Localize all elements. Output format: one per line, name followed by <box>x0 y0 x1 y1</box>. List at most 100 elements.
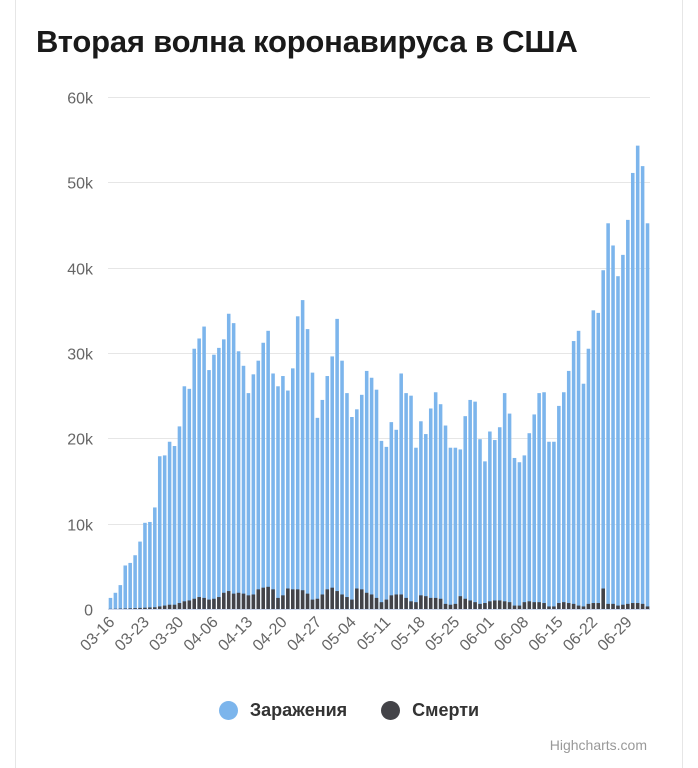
bar-infections[interactable] <box>419 421 423 609</box>
bar-deaths[interactable] <box>300 590 305 609</box>
bar-deaths[interactable] <box>212 598 216 609</box>
bar-infections[interactable] <box>177 426 182 609</box>
bar-infections[interactable] <box>340 360 344 609</box>
bar-infections[interactable] <box>157 456 162 609</box>
bar-infections[interactable] <box>626 219 630 609</box>
bar-deaths[interactable] <box>596 603 601 609</box>
bar-deaths[interactable] <box>621 604 625 609</box>
bar-infections[interactable] <box>621 254 625 609</box>
bar-deaths[interactable] <box>493 600 497 609</box>
bar-infections[interactable] <box>162 455 167 609</box>
bar-infections[interactable] <box>350 417 354 609</box>
bar-deaths[interactable] <box>640 603 645 609</box>
bar-deaths[interactable] <box>512 605 517 609</box>
bar-infections[interactable] <box>123 565 128 609</box>
bar-deaths[interactable] <box>241 593 246 609</box>
credits-link[interactable]: Highcharts.com <box>549 737 647 753</box>
bar-deaths[interactable] <box>547 606 551 609</box>
bar-infections[interactable] <box>148 521 152 609</box>
bar-infections[interactable] <box>537 393 541 609</box>
bar-infections[interactable] <box>414 447 418 609</box>
bar-deaths[interactable] <box>345 597 349 609</box>
bar-deaths[interactable] <box>483 603 487 609</box>
bar-deaths[interactable] <box>187 600 192 609</box>
bar-deaths[interactable] <box>645 606 650 609</box>
bar-deaths[interactable] <box>468 600 472 609</box>
bar-deaths[interactable] <box>315 598 320 609</box>
bar-infections[interactable] <box>276 386 280 609</box>
bar-deaths[interactable] <box>256 589 261 609</box>
bar-infections[interactable] <box>562 392 566 609</box>
bar-infections[interactable] <box>552 441 556 609</box>
bar-infections[interactable] <box>310 372 315 609</box>
bar-deaths[interactable] <box>404 597 408 609</box>
bar-infections[interactable] <box>581 383 586 609</box>
bar-deaths[interactable] <box>261 587 265 609</box>
bar-infections[interactable] <box>212 354 216 609</box>
bar-deaths[interactable] <box>379 602 384 609</box>
bar-infections[interactable] <box>601 270 605 609</box>
bar-deaths[interactable] <box>562 602 566 609</box>
bar-deaths[interactable] <box>153 607 157 609</box>
bar-deaths[interactable] <box>557 603 561 609</box>
bar-infections[interactable] <box>566 370 571 609</box>
bar-infections[interactable] <box>404 393 408 609</box>
bar-infections[interactable] <box>463 416 467 609</box>
bar-deaths[interactable] <box>566 603 571 609</box>
bar-infections[interactable] <box>271 373 275 609</box>
bar-deaths[interactable] <box>207 599 211 609</box>
legend-item-infections[interactable]: Заражения <box>218 700 347 721</box>
bar-infections[interactable] <box>167 441 172 609</box>
bar-infections[interactable] <box>325 376 330 609</box>
bar-deaths[interactable] <box>463 598 467 609</box>
bar-deaths[interactable] <box>330 587 334 609</box>
bar-deaths[interactable] <box>197 597 201 609</box>
bar-deaths[interactable] <box>394 594 399 609</box>
bar-deaths[interactable] <box>552 606 556 609</box>
bar-deaths[interactable] <box>310 599 315 609</box>
bar-infections[interactable] <box>320 399 325 609</box>
bar-infections[interactable] <box>153 507 157 609</box>
bar-deaths[interactable] <box>231 593 236 609</box>
bar-infections[interactable] <box>453 447 458 609</box>
bar-deaths[interactable] <box>448 604 453 609</box>
bar-deaths[interactable] <box>266 586 270 609</box>
bar-infections[interactable] <box>187 388 192 609</box>
bar-deaths[interactable] <box>433 597 438 609</box>
bar-deaths[interactable] <box>453 603 458 609</box>
bar-infections[interactable] <box>448 447 453 609</box>
bar-infections[interactable] <box>359 394 364 609</box>
bar-deaths[interactable] <box>202 597 206 609</box>
bar-infections[interactable] <box>202 326 206 609</box>
bar-infections[interactable] <box>315 417 320 609</box>
bar-infections[interactable] <box>256 360 261 609</box>
bar-deaths[interactable] <box>497 600 502 609</box>
bar-infections[interactable] <box>305 329 310 609</box>
bar-deaths[interactable] <box>502 601 507 609</box>
bar-infections[interactable] <box>645 223 650 610</box>
bar-infections[interactable] <box>231 323 236 609</box>
bar-deaths[interactable] <box>542 603 546 609</box>
bar-infections[interactable] <box>458 449 463 609</box>
bar-deaths[interactable] <box>438 598 443 609</box>
bar-infections[interactable] <box>571 341 576 609</box>
bar-infections[interactable] <box>630 172 635 609</box>
bar-deaths[interactable] <box>419 595 423 609</box>
bar-infections[interactable] <box>606 223 610 610</box>
bar-infections[interactable] <box>611 245 615 610</box>
bar-infections[interactable] <box>295 316 300 609</box>
bar-deaths[interactable] <box>537 602 541 609</box>
bar-deaths[interactable] <box>591 603 596 609</box>
bar-infections[interactable] <box>379 440 384 609</box>
bar-deaths[interactable] <box>335 591 339 609</box>
bar-infections[interactable] <box>291 368 295 609</box>
bar-deaths[interactable] <box>236 592 241 609</box>
bar-infections[interactable] <box>182 386 187 609</box>
bar-deaths[interactable] <box>276 597 280 609</box>
bar-deaths[interactable] <box>182 601 187 609</box>
bar-deaths[interactable] <box>384 599 389 609</box>
bar-infections[interactable] <box>374 389 379 609</box>
bar-infections[interactable] <box>542 392 546 609</box>
bar-deaths[interactable] <box>359 589 364 609</box>
bar-deaths[interactable] <box>281 595 285 609</box>
